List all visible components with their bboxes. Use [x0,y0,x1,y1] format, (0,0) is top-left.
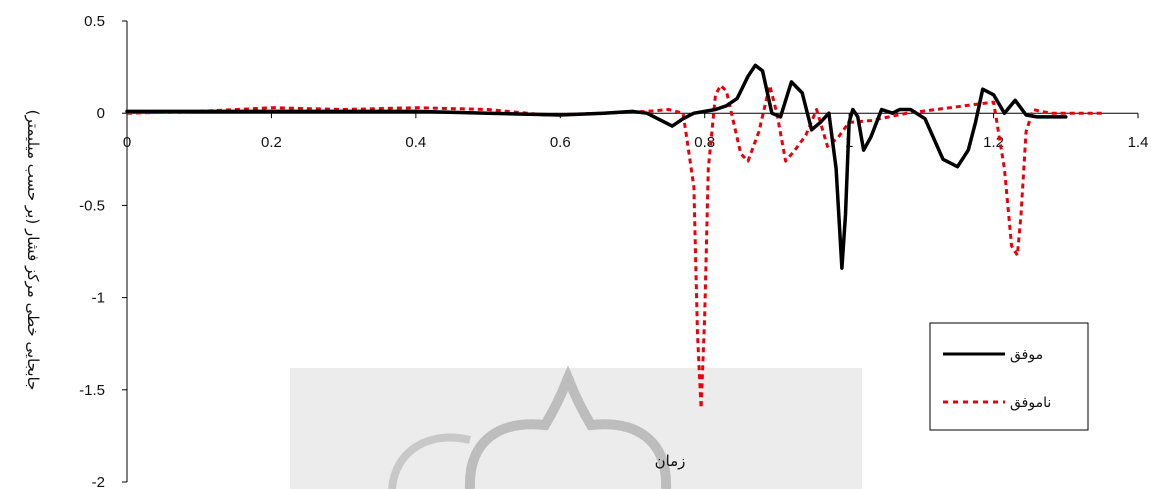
legend-label-success: موفق [1010,347,1043,363]
x-axis-title: زمان [655,452,686,470]
series-layer [125,63,1102,410]
x-tick-label: 1.4 [1128,134,1149,151]
y-tick-label: 0 [97,105,105,122]
y-tick-label: -1 [92,290,105,307]
x-tick-label: 0.8 [694,134,715,151]
x-tick-label: 0 [123,134,131,151]
y-axis-title: جابجایی خطی مرکز فشار (بر حسب میلیمتر) [24,110,42,391]
watermark-logo-left [388,433,471,489]
watermark-logo [464,365,672,489]
watermark [290,365,862,489]
y-tick-label: -2 [92,474,105,489]
x-tick-label: 0.4 [405,134,426,151]
legend-box [929,322,1089,431]
legend: موفق ناموفق [929,322,1089,431]
legend-label-failure: ناموفق [1010,395,1051,411]
y-tick-label: -0.5 [79,197,105,214]
y-tick-label: -1.5 [79,382,105,399]
x-tick-label: 0.2 [261,134,282,151]
axes: 0.50-0.5-1-1.5-20 0.2 0.4 0.6 0.8 1 1.2 1.4 [79,13,1148,489]
series-line-success [125,63,1068,270]
y-tick-label: 0.5 [84,13,105,30]
x-tick-label: 0.6 [550,134,571,151]
